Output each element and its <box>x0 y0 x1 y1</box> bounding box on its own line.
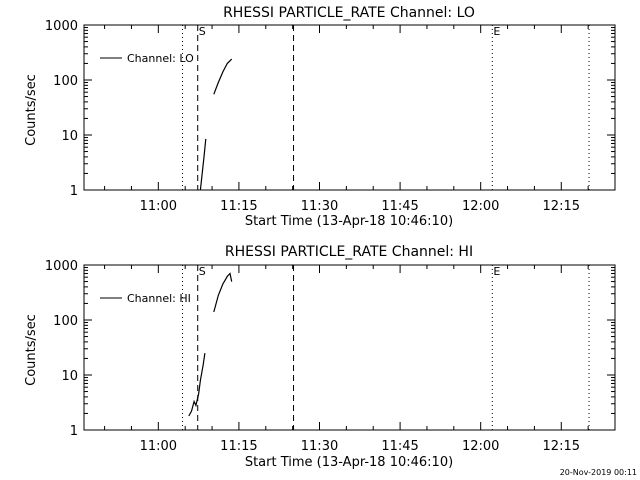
y-tick-label: 1 <box>70 424 78 439</box>
y-tick-label: 1000 <box>45 19 78 34</box>
plot-frame <box>83 264 616 431</box>
x-tick-label: 11:15 <box>220 199 257 214</box>
series-line <box>199 138 207 191</box>
legend-label: Channel: HI <box>127 292 191 305</box>
y-axis-label: Counts/sec <box>24 74 39 146</box>
x-tick-label: 11:30 <box>301 439 338 454</box>
x-tick-label: 11:45 <box>381 199 418 214</box>
marker-label: S <box>199 265 206 278</box>
x-tick-label: 11:00 <box>140 439 177 454</box>
marker-label: E <box>493 25 500 38</box>
x-tick-label: 11:45 <box>381 439 418 454</box>
legend: Channel: HI <box>100 292 191 305</box>
x-tick-label: 12:00 <box>462 199 499 214</box>
y-tick-label: 100 <box>53 74 78 89</box>
chart-title: RHESSI PARTICLE_RATE Channel: HI <box>225 244 473 260</box>
y-tick-label: 10 <box>61 369 78 384</box>
x-tick-label: 11:00 <box>140 199 177 214</box>
x-tick-label: 12:15 <box>543 439 580 454</box>
marker-label: S <box>199 25 206 38</box>
x-tick-label: 12:15 <box>543 199 580 214</box>
panel-hi: RHESSI PARTICLE_RATE Channel: HI Start T… <box>24 244 616 470</box>
series-line <box>213 272 233 313</box>
x-tick-label: 11:30 <box>301 199 338 214</box>
x-tick-label: 12:00 <box>462 439 499 454</box>
x-axis-label: Start Time (13-Apr-18 10:46:10) <box>245 214 453 229</box>
series-line <box>188 353 206 417</box>
panel-lo: RHESSI PARTICLE_RATE Channel: LO Start T… <box>24 5 616 229</box>
plot-frame <box>83 24 616 191</box>
timestamp: 20-Nov-2019 00:11 <box>560 468 637 477</box>
legend-label: Channel: LO <box>127 52 194 65</box>
y-tick-label: 10 <box>61 129 78 144</box>
y-tick-label: 1 <box>70 184 78 199</box>
legend: Channel: LO <box>100 52 194 65</box>
y-tick-label: 1000 <box>45 259 78 274</box>
marker-label: E <box>493 265 500 278</box>
x-axis-label: Start Time (13-Apr-18 10:46:10) <box>245 455 453 470</box>
y-axis-label: Counts/sec <box>24 314 39 386</box>
x-tick-label: 11:15 <box>220 439 257 454</box>
series-line <box>213 58 233 95</box>
chart-title: RHESSI PARTICLE_RATE Channel: LO <box>223 5 475 21</box>
y-tick-label: 100 <box>53 314 78 329</box>
